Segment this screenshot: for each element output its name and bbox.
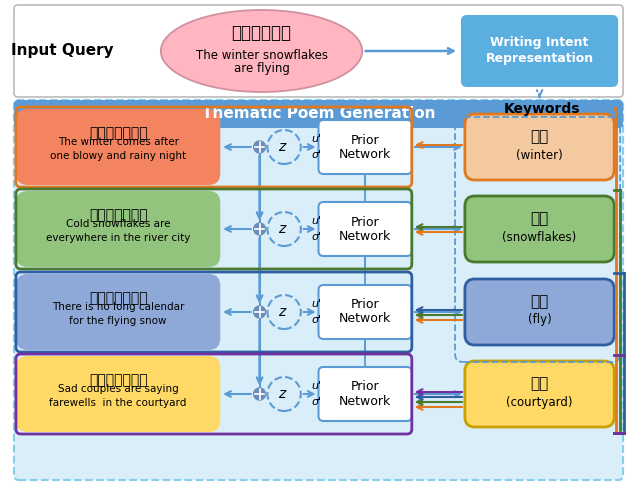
Text: 一夜冬天风雨晴: 一夜冬天风雨晴 (89, 126, 147, 140)
Text: 雪花: 雪花 (530, 212, 548, 226)
Text: (fly): (fly) (528, 314, 552, 326)
Text: σ': σ' (312, 397, 322, 407)
Text: Cold snowflakes are
everywhere in the river city: Cold snowflakes are everywhere in the ri… (46, 220, 190, 243)
Text: u': u' (312, 381, 322, 391)
FancyBboxPatch shape (16, 191, 220, 267)
Text: σ': σ' (312, 150, 322, 160)
FancyBboxPatch shape (16, 356, 220, 432)
Text: Network: Network (339, 313, 391, 325)
Text: Input Query: Input Query (11, 44, 113, 58)
FancyBboxPatch shape (319, 367, 412, 421)
Text: The winter snowflakes: The winter snowflakes (195, 49, 327, 63)
Text: Prior: Prior (351, 133, 379, 147)
FancyBboxPatch shape (14, 100, 623, 128)
Text: z: z (279, 140, 286, 154)
Text: 纷飞寥落无长历: 纷飞寥落无长历 (89, 291, 147, 305)
Text: σ': σ' (312, 315, 322, 325)
FancyBboxPatch shape (465, 361, 614, 427)
Text: are flying: are flying (233, 63, 289, 75)
Text: σ': σ' (312, 232, 322, 242)
Text: Thematic Poem Generation: Thematic Poem Generation (202, 106, 435, 122)
Text: Prior: Prior (351, 298, 379, 312)
Text: 庭院: 庭院 (530, 376, 548, 392)
FancyBboxPatch shape (16, 274, 220, 350)
Text: (courtyard): (courtyard) (506, 395, 573, 409)
Text: Sad couples are saying
farewells  in the courtyard: Sad couples are saying farewells in the … (49, 384, 187, 408)
Text: u': u' (312, 134, 322, 144)
FancyBboxPatch shape (465, 196, 614, 262)
Text: There is no long calendar
for the flying snow: There is no long calendar for the flying… (52, 302, 184, 325)
FancyBboxPatch shape (465, 279, 614, 345)
Text: 庭院齐屋问别情: 庭院齐屋问别情 (89, 373, 147, 387)
Text: Representation: Representation (486, 52, 593, 66)
Text: Writing Intent: Writing Intent (490, 36, 588, 49)
Text: 冬天雪花纷飞: 冬天雪花纷飞 (232, 24, 292, 42)
FancyBboxPatch shape (461, 15, 618, 87)
Text: The winter comes after
one blowy and rainy night: The winter comes after one blowy and rai… (50, 137, 186, 161)
Circle shape (254, 306, 265, 318)
FancyBboxPatch shape (16, 109, 220, 185)
Text: 纷飞: 纷飞 (530, 294, 548, 310)
Circle shape (254, 223, 265, 235)
Text: 雪花凃凃在江城: 雪花凃凃在江城 (89, 208, 147, 222)
FancyBboxPatch shape (319, 202, 412, 256)
Text: Prior: Prior (351, 381, 379, 393)
Text: (snowflakes): (snowflakes) (503, 230, 577, 244)
Ellipse shape (161, 10, 362, 92)
Circle shape (254, 388, 265, 400)
Text: Network: Network (339, 394, 391, 408)
Circle shape (254, 141, 265, 153)
Text: Keywords: Keywords (505, 102, 581, 116)
Text: 冬天: 冬天 (530, 129, 548, 145)
Text: Network: Network (339, 147, 391, 161)
Text: Prior: Prior (351, 216, 379, 228)
FancyBboxPatch shape (319, 285, 412, 339)
Text: z: z (279, 387, 286, 401)
FancyBboxPatch shape (465, 114, 614, 180)
Text: u': u' (312, 299, 322, 309)
Text: z: z (279, 305, 286, 319)
Text: Network: Network (339, 229, 391, 243)
FancyBboxPatch shape (14, 100, 623, 480)
FancyBboxPatch shape (319, 120, 412, 174)
Text: (winter): (winter) (516, 148, 563, 162)
FancyBboxPatch shape (14, 5, 623, 97)
Text: u': u' (312, 216, 322, 226)
Text: z: z (279, 222, 286, 236)
